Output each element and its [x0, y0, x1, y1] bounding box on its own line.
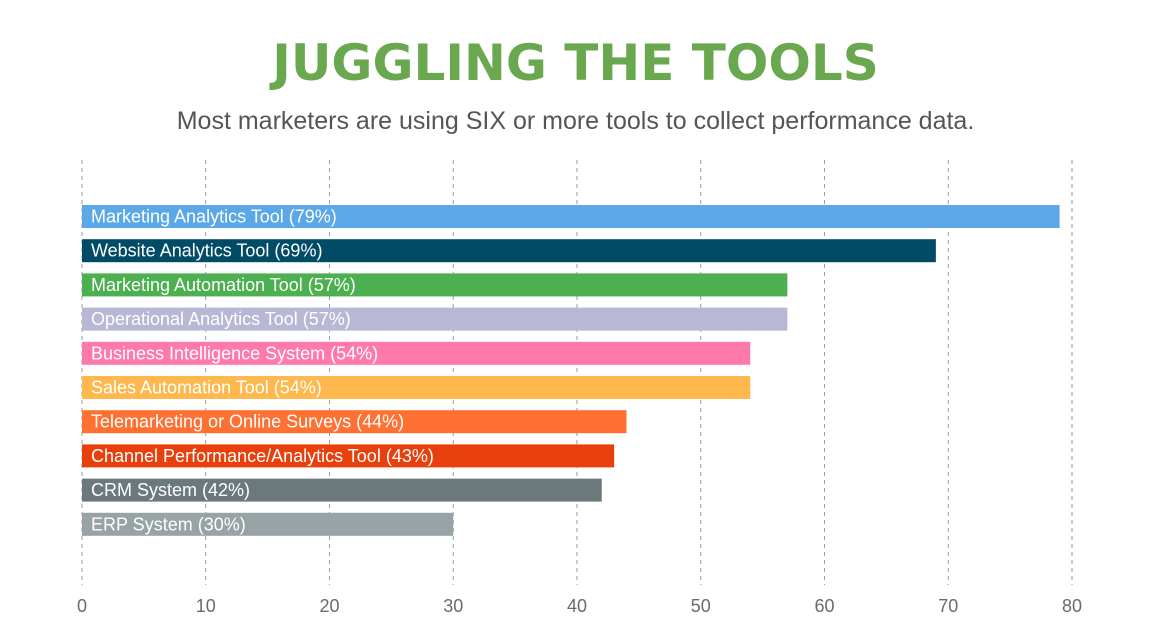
bar-label: CRM System (42%)	[91, 480, 250, 500]
x-tick-label: 50	[691, 596, 711, 616]
x-tick-label: 0	[77, 596, 87, 616]
bar-9	[82, 478, 602, 502]
bar-label: Sales Automation Tool (54%)	[91, 378, 322, 398]
x-tick-label: 40	[567, 596, 587, 616]
bar-label: Business Intelligence System (54%)	[91, 343, 378, 363]
bar-3	[82, 273, 788, 297]
bar-5	[82, 341, 751, 365]
x-tick-label: 80	[1062, 596, 1082, 616]
x-tick-label: 20	[319, 596, 339, 616]
x-tick-label: 70	[938, 596, 958, 616]
bar-1	[82, 205, 1060, 228]
x-axis-ticks: 0 10 20 30 40 50 60 70 80	[77, 596, 1082, 616]
bar-label: Marketing Automation Tool (57%)	[91, 275, 356, 295]
bar-label: Telemarketing or Online Surveys (44%)	[91, 412, 404, 432]
bar-label: Operational Analytics Tool (57%)	[91, 309, 351, 329]
bar-4	[82, 307, 788, 331]
bar-7	[82, 410, 627, 434]
bar-label: Channel Performance/Analytics Tool (43%)	[91, 446, 434, 466]
chart-title: JUGGLING THE TOOLS	[272, 34, 879, 92]
bar-6	[82, 376, 751, 399]
bar-label: Website Analytics Tool (69%)	[91, 241, 322, 261]
bar-8	[82, 444, 615, 468]
bars: Marketing Analytics Tool (79%) Website An…	[82, 205, 1060, 536]
bar-10	[82, 512, 454, 536]
x-tick-label: 10	[196, 596, 216, 616]
bar-label: Marketing Analytics Tool (79%)	[91, 207, 337, 227]
x-tick-label: 60	[814, 596, 834, 616]
bar-label: ERP System (30%)	[91, 514, 246, 534]
chart-subtitle: Most marketers are using SIX or more too…	[176, 107, 975, 135]
x-tick-label: 30	[443, 596, 463, 616]
bar-2	[82, 239, 936, 263]
